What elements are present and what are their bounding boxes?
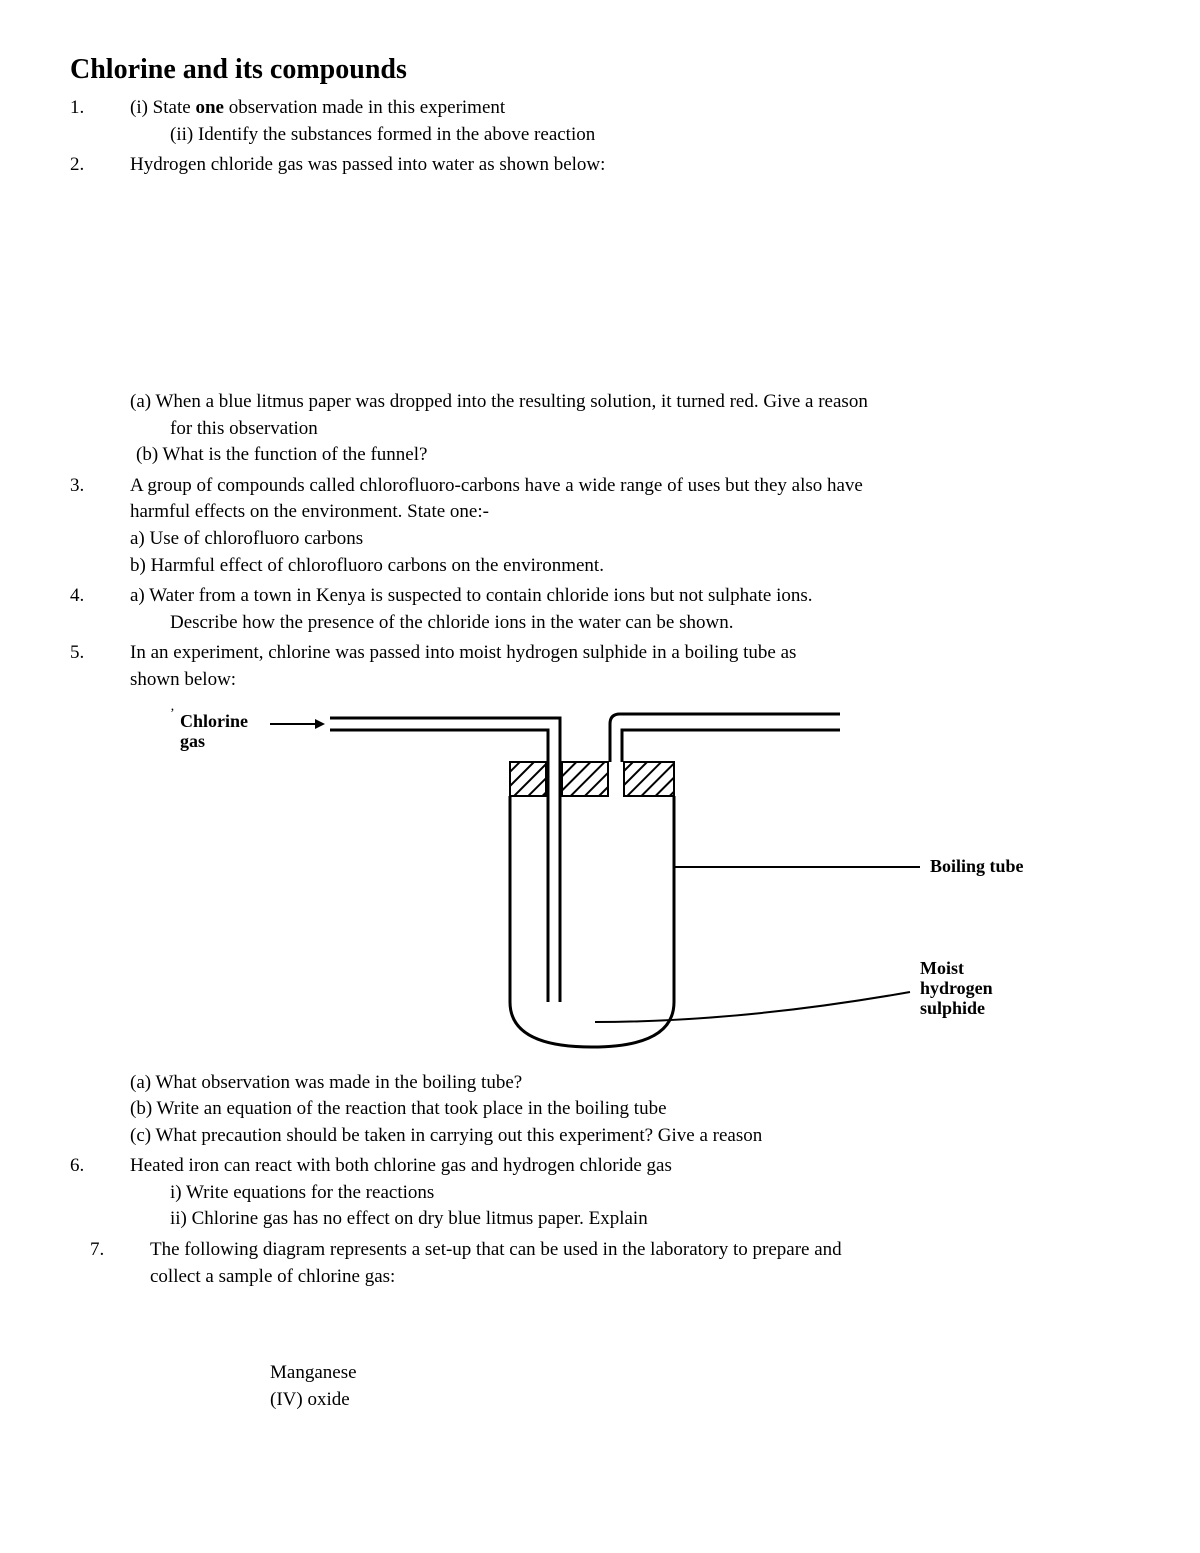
question-6: 6. Heated iron can react with both chlor… [70,1153,1130,1233]
question-4: 4. a) Water from a town in Kenya is susp… [70,583,1130,636]
q5-body: In an experiment, chlorine was passed in… [130,640,1130,1149]
hydrogen-label: hydrogen [920,978,993,998]
q1-part-ii: (ii) Identify the substances formed in t… [130,122,1130,149]
q2-part-b: (b) What is the function of the funnel? [130,442,1130,469]
q7-body: The following diagram represents a set-u… [150,1237,1130,1413]
q5-intro-cont: shown below: [130,667,1130,694]
q5-number: 5. [70,640,130,1149]
boiling-tube-diagram: Chlorine gas [130,702,1130,1062]
q2-part-a: (a) When a blue litmus paper was dropped… [130,389,1130,416]
q4-part-a: a) Water from a town in Kenya is suspect… [130,583,1130,610]
gas-label: gas [180,731,205,751]
q1-part-i-suffix: observation made in this experiment [224,97,505,118]
question-1: 1. (i) State one observation made in thi… [70,95,1130,148]
q3-number: 3. [70,473,130,579]
q1-body: (i) State one observation made in this e… [130,95,1130,148]
q6-body: Heated iron can react with both chlorine… [130,1153,1130,1233]
svg-text:‚: ‚ [170,702,175,714]
question-3: 3. A group of compounds called chloroflu… [70,473,1130,579]
q4-body: a) Water from a town in Kenya is suspect… [130,583,1130,636]
q2-intro: Hydrogen chloride gas was passed into wa… [130,152,1130,179]
q2-number: 2. [70,152,130,468]
question-5: 5. In an experiment, chlorine was passed… [70,640,1130,1149]
page-title: Chlorine and its compounds [70,50,1130,89]
q2-part-a-cont: for this observation [130,416,1130,443]
q7-intro: The following diagram represents a set-u… [150,1237,1130,1264]
q3-part-b: b) Harmful effect of chlorofluoro carbon… [130,553,1130,580]
question-7: 7. The following diagram represents a se… [70,1237,1130,1413]
moist-label: Moist [920,958,964,978]
q5-part-a: (a) What observation was made in the boi… [130,1070,1130,1097]
q5-part-b: (b) Write an equation of the reaction th… [130,1096,1130,1123]
q7-manganese-label: Manganese (IV) oxide [150,1360,1130,1413]
q3-intro: A group of compounds called chlorofluoro… [130,473,1130,500]
boiling-tube-label: Boiling tube [930,856,1024,876]
q6-part-i: i) Write equations for the reactions [130,1180,1130,1207]
q4-number: 4. [70,583,130,636]
q2-body: Hydrogen chloride gas was passed into wa… [130,152,1130,468]
question-2: 2. Hydrogen chloride gas was passed into… [70,152,1130,468]
chlorine-label: Chlorine [180,711,248,731]
sulphide-label: sulphide [920,998,985,1018]
q1-number: 1. [70,95,130,148]
question-list: 1. (i) State one observation made in thi… [70,95,1130,1413]
q6-intro: Heated iron can react with both chlorine… [130,1153,1130,1180]
q6-part-ii: ii) Chlorine gas has no effect on dry bl… [130,1206,1130,1233]
q7-mn-line1: Manganese [270,1360,1130,1387]
q1-part-i-prefix: (i) State [130,97,195,118]
q3-intro-cont: harmful effects on the environment. Stat… [130,499,1130,526]
q5-diagram: Chlorine gas [130,702,1130,1062]
q3-part-a: a) Use of chlorofluoro carbons [130,526,1130,553]
q6-number: 6. [70,1153,130,1233]
q7-intro-cont: collect a sample of chlorine gas: [150,1264,1130,1291]
q4-part-a-cont: Describe how the presence of the chlorid… [130,610,1130,637]
q5-intro: In an experiment, chlorine was passed in… [130,640,1130,667]
q7-mn-line2: (IV) oxide [270,1387,1130,1414]
q1-part-i-bold: one [195,97,224,118]
q5-part-c: (c) What precaution should be taken in c… [130,1123,1130,1150]
q2-diagram-placeholder [130,179,1130,389]
q7-number: 7. [90,1237,150,1413]
q3-body: A group of compounds called chlorofluoro… [130,473,1130,579]
